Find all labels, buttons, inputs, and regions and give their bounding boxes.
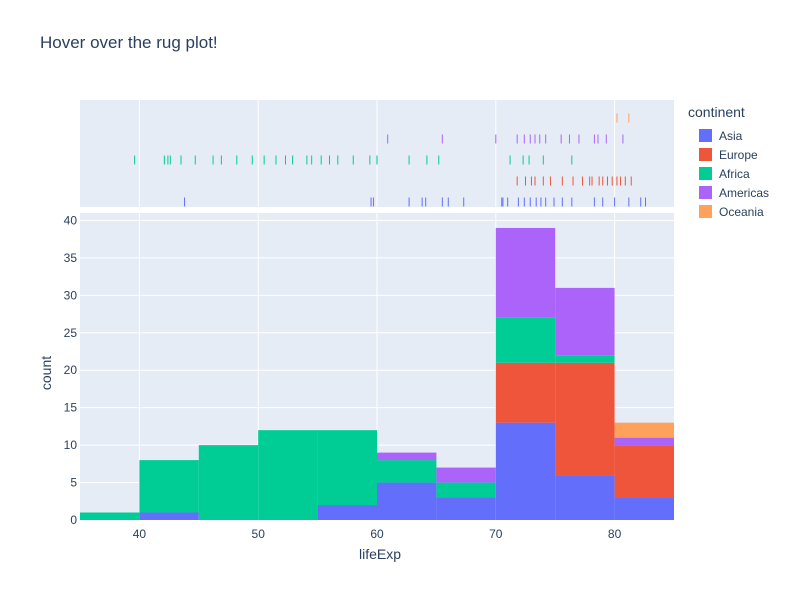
legend-label-europe: Europe (719, 147, 758, 162)
legend-swatch-asia (699, 129, 712, 142)
legend-item-europe[interactable]: Europe (688, 145, 800, 164)
bar-asia (555, 475, 615, 520)
legend-label-oceania: Oceania (719, 204, 764, 219)
y-tick-label: 35 (64, 251, 78, 265)
bar-americas (377, 452, 437, 461)
y-tick-label: 20 (64, 363, 78, 377)
histogram-bars (80, 227, 674, 520)
y-tick-label: 5 (70, 476, 77, 490)
legend-title: continent (688, 104, 745, 120)
legend-label-africa: Africa (719, 166, 750, 181)
y-tick-label: 10 (64, 438, 78, 452)
y-axis-label: count (38, 355, 54, 391)
y-tick-label: 40 (64, 213, 78, 227)
legend-swatch-oceania (699, 205, 712, 218)
y-tick-label: 0 (70, 513, 77, 527)
bar-europe (495, 362, 556, 423)
bar-asia (377, 482, 437, 520)
bar-europe (614, 445, 674, 498)
legend-label-americas: Americas (719, 185, 770, 200)
bar-africa (495, 317, 556, 363)
legend: continent Asia Europe Africa Americas Oc… (688, 104, 800, 221)
bar-europe (555, 362, 615, 476)
y-tick-labels: 0 5 10 15 20 25 30 35 40 (64, 213, 78, 527)
bar-africa (258, 430, 318, 520)
bar-africa (198, 445, 259, 520)
x-tick-label: 60 (370, 527, 384, 541)
legend-swatch-europe (699, 148, 712, 161)
legend-item-asia[interactable]: Asia (688, 126, 800, 145)
bar-africa (555, 355, 615, 363)
bar-africa (436, 482, 496, 498)
rug-marks (134, 113, 646, 207)
bar-asia (317, 505, 377, 520)
legend-label-asia: Asia (719, 128, 743, 143)
bar-americas (555, 287, 615, 356)
legend-item-americas[interactable]: Americas (688, 183, 800, 202)
legend-item-africa[interactable]: Africa (688, 164, 800, 183)
x-tick-label: 40 (133, 527, 147, 541)
bar-asia (495, 422, 556, 520)
y-tick-label: 15 (64, 401, 78, 415)
y-tick-label: 25 (64, 326, 78, 340)
x-tick-label: 50 (252, 527, 266, 541)
legend-swatch-americas (699, 186, 712, 199)
bar-africa (317, 430, 377, 506)
bar-asia (139, 512, 199, 520)
y-tick-label: 30 (64, 288, 78, 302)
x-tick-labels: 40 50 60 70 80 (133, 527, 622, 541)
bar-africa (80, 512, 140, 520)
bar-asia (614, 497, 674, 520)
bar-americas (614, 437, 674, 446)
bar-americas (495, 227, 556, 318)
bar-africa (377, 460, 437, 483)
chart-title: Hover over the rug plot! (40, 33, 218, 52)
bar-americas (436, 467, 496, 483)
x-tick-label: 80 (608, 527, 622, 541)
rug-gridlines (138, 100, 616, 207)
bar-oceania (614, 422, 674, 438)
legend-item-oceania[interactable]: Oceania (688, 202, 800, 221)
x-tick-label: 70 (489, 527, 503, 541)
bar-africa (139, 460, 199, 513)
legend-swatch-africa (699, 167, 712, 180)
bar-asia (436, 497, 496, 520)
x-axis-label: lifeExp (358, 546, 402, 562)
